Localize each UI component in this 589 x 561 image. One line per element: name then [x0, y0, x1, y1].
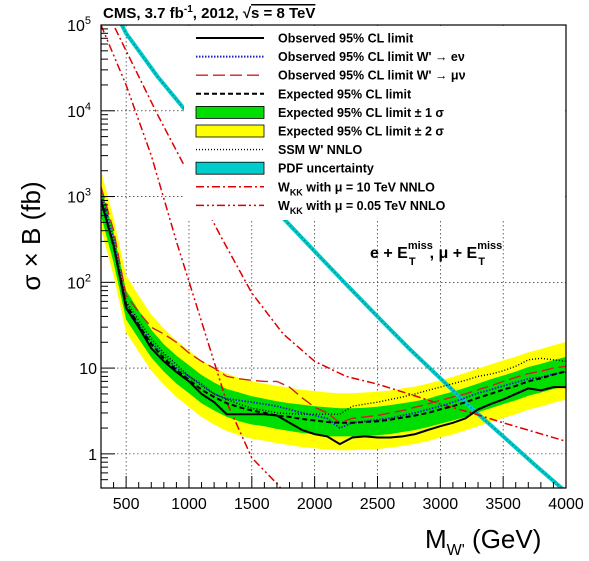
channel-annotation: e + Emiss T, μ + Emiss T: [370, 240, 502, 268]
legend-swatch-pdf: [195, 161, 265, 175]
y-axis-label: σ × B (fb): [16, 181, 46, 290]
expected-bands: [101, 170, 566, 451]
x-tick-label: 1000: [171, 496, 207, 513]
band-2-sigma: [101, 170, 566, 451]
x-tick-label: 3000: [423, 496, 459, 513]
legend-label-band1: Expected 95% CL limit ± 1 σ: [278, 106, 444, 120]
x-tick-label: 2000: [297, 496, 333, 513]
legend-label-wkk10: WKK with μ = 10 TeV NNLO: [278, 180, 435, 197]
legend-label-ssm: SSM W' NNLO: [278, 143, 362, 157]
y-tick-label: 103: [67, 187, 91, 207]
x-tick-label: 2500: [360, 496, 396, 513]
observed-e-curve: [101, 192, 566, 430]
legend-label-band2: Expected 95% CL limit ± 2 σ: [278, 125, 444, 139]
x-axis-label: MW' (GeV): [425, 524, 541, 559]
y-tick-label: 105: [67, 15, 91, 35]
expected-curve: [101, 200, 566, 424]
legend-swatch-band1: [195, 106, 265, 119]
observed-curve: [101, 200, 566, 446]
wkk-10tev-curve: [112, 25, 566, 443]
x-tick-label: 4000: [548, 496, 584, 513]
legend-swatch-band2: [195, 124, 265, 138]
x-tick-label: 1500: [234, 496, 270, 513]
legend-label-wkk005: WKK with μ = 0.05 TeV NNLO: [278, 199, 446, 216]
ssm-curve: [120, 25, 563, 488]
chart-title: CMS, 3.7 fb-1, 2012, √s = 8 TeV: [103, 4, 315, 22]
x-tick-label: 3500: [485, 496, 521, 513]
y-tick-label: 10: [79, 361, 97, 378]
legend: Observed 95% CL limit Observed 95% CL lim…: [184, 26, 565, 220]
legend-box: [184, 26, 565, 220]
observed-mu-curve: [101, 186, 566, 424]
curves: [101, 25, 566, 488]
y-tick-label: 1: [88, 447, 97, 464]
y-tick-label: 104: [67, 101, 91, 121]
legend-label-obs: Observed 95% CL limit: [278, 32, 414, 46]
y-tick-label: 102: [67, 272, 91, 292]
legend-label-pdf: PDF uncertainty: [278, 162, 374, 176]
x-tick-label: 500: [113, 496, 140, 513]
legend-label-exp: Expected 95% CL limit: [278, 87, 412, 101]
legend-label-obs_e: Observed 95% CL limit W' → eν: [278, 50, 465, 64]
legend-label-obs_mu: Observed 95% CL limit W' → μν: [278, 69, 466, 83]
axes: 500 1000 1500 2000 2500 3000 3500 4000 1 10 102 103…: [67, 15, 584, 513]
